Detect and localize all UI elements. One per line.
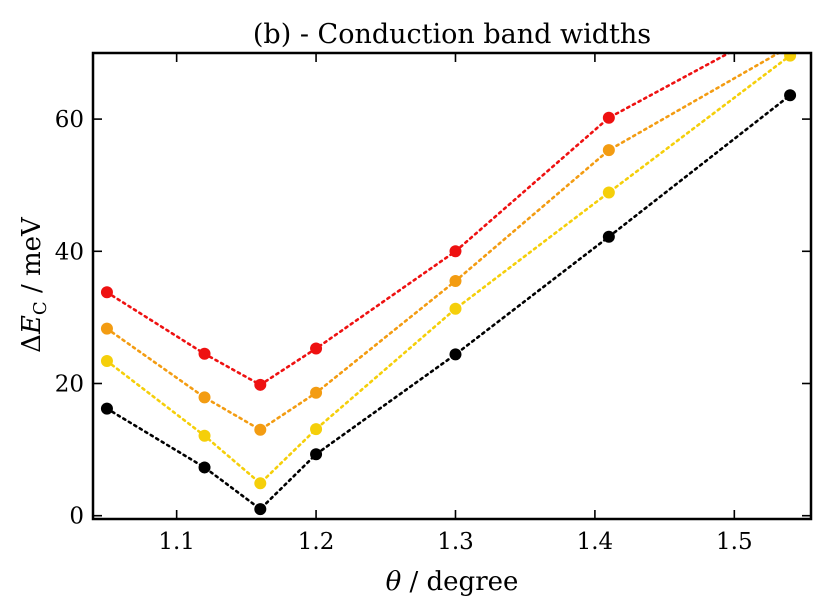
series-yellow	[100, 53, 797, 490]
data-point-yellow	[254, 477, 267, 490]
data-point-orange	[254, 423, 267, 436]
data-point-black	[254, 503, 267, 516]
data-point-yellow	[198, 429, 211, 442]
x-tick-label: 1.4	[577, 529, 614, 555]
data-point-black	[198, 461, 211, 474]
y-axis-title: ΔEC / meV	[17, 216, 51, 353]
data-point-red	[100, 286, 113, 299]
data-point-orange	[784, 40, 796, 52]
data-point-yellow	[784, 53, 797, 62]
series-line-red	[105, 53, 732, 387]
series-layer	[100, 14, 797, 516]
data-point-black	[100, 402, 113, 415]
data-point-red	[198, 347, 211, 360]
x-tick-label: 1.5	[716, 529, 753, 555]
data-point-yellow	[449, 302, 462, 315]
y-axis-symbol: E	[17, 315, 47, 335]
data-point-red	[254, 378, 267, 391]
data-point-yellow	[310, 423, 323, 436]
data-point-orange	[100, 322, 113, 335]
series-black	[100, 89, 797, 516]
x-tick-label: 1.1	[158, 529, 195, 555]
data-point-red	[602, 111, 615, 124]
data-point-black	[784, 89, 797, 102]
data-point-orange	[449, 275, 462, 288]
y-tick-label: 40	[55, 239, 84, 265]
series-red	[100, 14, 796, 391]
x-axis-unit: / degree	[401, 567, 518, 597]
data-point-black	[449, 348, 462, 361]
series-line-yellow	[105, 54, 792, 486]
data-point-orange	[310, 386, 323, 399]
y-axis-subscript: C	[30, 301, 51, 315]
data-point-red	[310, 342, 323, 355]
chart-title: (b) - Conduction band widths	[253, 19, 651, 50]
series-orange	[100, 40, 796, 436]
y-tick-label: 0	[69, 504, 84, 530]
y-axis-unit: / meV	[17, 216, 47, 301]
series-line-orange	[105, 53, 782, 432]
data-point-orange	[198, 391, 211, 404]
data-point-orange	[602, 144, 615, 157]
data-point-red	[784, 14, 796, 26]
plot-frame	[91, 51, 813, 521]
data-point-red	[449, 245, 462, 258]
series-line-black	[105, 94, 792, 511]
y-tick-label: 20	[55, 371, 84, 397]
data-point-yellow	[602, 186, 615, 199]
data-point-black	[602, 230, 615, 243]
data-point-yellow	[100, 355, 113, 368]
y-tick-label: 60	[55, 107, 84, 133]
x-tick-label: 1.2	[298, 529, 335, 555]
x-tick-label: 1.3	[437, 529, 474, 555]
x-axis-symbol: θ	[386, 567, 402, 597]
x-axis-title: θ / degree	[386, 567, 519, 597]
data-point-black	[310, 448, 323, 461]
ticks-layer: 1.1 1.2 1.3 1.4 1.5 0 20 40 60	[55, 53, 811, 555]
y-axis-delta: Δ	[17, 334, 47, 353]
